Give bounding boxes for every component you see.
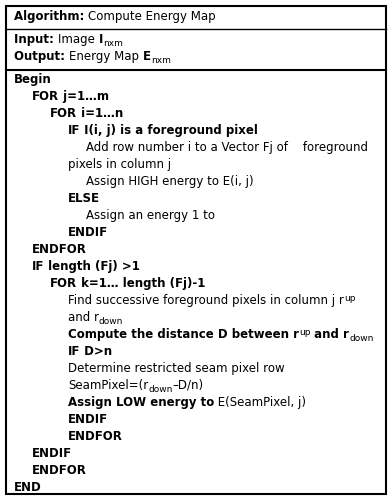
Text: FOR: FOR bbox=[50, 107, 77, 120]
Text: Energy Map: Energy Map bbox=[69, 50, 143, 63]
Text: i=1…n: i=1…n bbox=[77, 107, 123, 120]
Text: ELSE: ELSE bbox=[68, 192, 100, 205]
Text: FOR: FOR bbox=[50, 277, 77, 290]
Text: j=1…m: j=1…m bbox=[59, 90, 109, 103]
Text: Compute the distance D between r: Compute the distance D between r bbox=[68, 328, 299, 341]
Text: Assign HIGH energy to E(i, j): Assign HIGH energy to E(i, j) bbox=[86, 175, 254, 188]
Text: FOR: FOR bbox=[32, 90, 59, 103]
Text: k=1… length (Fj)-1: k=1… length (Fj)-1 bbox=[77, 277, 205, 290]
Text: ENDIF: ENDIF bbox=[68, 413, 108, 426]
Text: IF: IF bbox=[68, 345, 80, 358]
Text: IF: IF bbox=[68, 124, 80, 137]
Text: nxm: nxm bbox=[151, 56, 171, 65]
Text: Add row number i to a Vector Fj of    foreground: Add row number i to a Vector Fj of foreg… bbox=[86, 141, 368, 154]
Text: ENDFOR: ENDFOR bbox=[32, 243, 87, 256]
Text: down: down bbox=[148, 385, 172, 394]
Text: and r: and r bbox=[310, 328, 349, 341]
Text: length (Fj) >1: length (Fj) >1 bbox=[44, 260, 140, 273]
Text: ENDFOR: ENDFOR bbox=[32, 464, 87, 477]
Text: Algorithm:: Algorithm: bbox=[14, 10, 89, 23]
Text: pixels in column j: pixels in column j bbox=[68, 158, 171, 171]
Text: Assign an energy 1 to: Assign an energy 1 to bbox=[86, 209, 215, 222]
Text: ENDIF: ENDIF bbox=[68, 226, 108, 239]
Text: I(i, j) is a foreground pixel: I(i, j) is a foreground pixel bbox=[80, 124, 258, 137]
Text: and r: and r bbox=[68, 311, 99, 324]
Text: up: up bbox=[344, 294, 356, 303]
Text: IF: IF bbox=[32, 260, 44, 273]
Text: –D/n): –D/n) bbox=[172, 379, 204, 392]
Text: Find successive foreground pixels in column j r: Find successive foreground pixels in col… bbox=[68, 294, 344, 307]
Text: E: E bbox=[143, 50, 151, 63]
Text: down: down bbox=[349, 334, 374, 343]
Text: Compute Energy Map: Compute Energy Map bbox=[89, 10, 216, 23]
Text: E(SeamPixel, j): E(SeamPixel, j) bbox=[214, 396, 306, 409]
Text: Begin: Begin bbox=[14, 73, 52, 86]
Text: down: down bbox=[99, 317, 123, 326]
Text: Input:: Input: bbox=[14, 33, 58, 46]
Text: ENDIF: ENDIF bbox=[32, 447, 72, 460]
Text: END: END bbox=[14, 481, 42, 494]
Text: Assign LOW energy to: Assign LOW energy to bbox=[68, 396, 214, 409]
Text: Determine restricted seam pixel row: Determine restricted seam pixel row bbox=[68, 362, 285, 375]
Text: SeamPixel=(r: SeamPixel=(r bbox=[68, 379, 148, 392]
Text: Image: Image bbox=[58, 33, 99, 46]
Text: Output:: Output: bbox=[14, 50, 69, 63]
Text: ENDFOR: ENDFOR bbox=[68, 430, 123, 443]
Text: up: up bbox=[299, 328, 310, 337]
Text: nxm: nxm bbox=[103, 39, 123, 48]
Text: D>n: D>n bbox=[80, 345, 113, 358]
Text: I: I bbox=[99, 33, 103, 46]
